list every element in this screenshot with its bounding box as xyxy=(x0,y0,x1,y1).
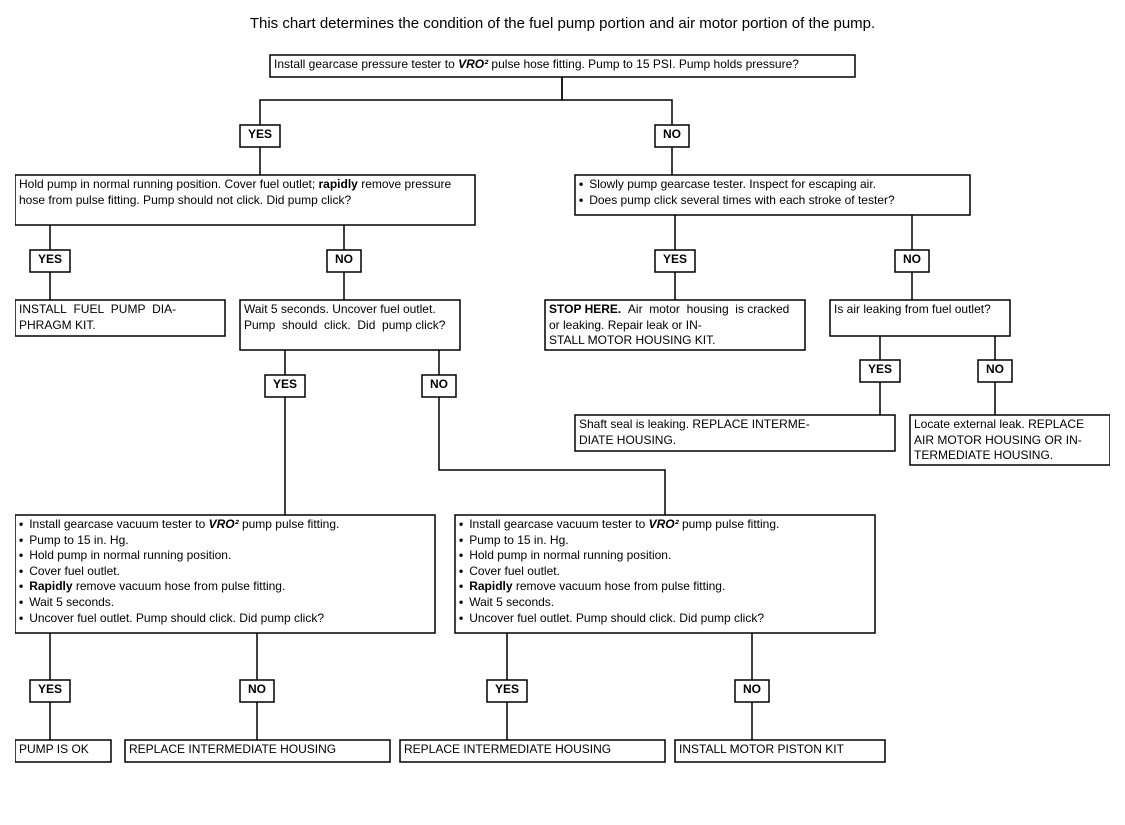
node-text-yn_B1_y: YES xyxy=(34,682,66,698)
node-text-F2: REPLACE INTERMEDIATE HOUSING xyxy=(129,742,386,758)
node-text-L2b: Wait 5 seconds. Uncover fuel outlet. Pum… xyxy=(244,302,456,333)
node-text-L2a: INSTALL FUEL PUMP DIA-PHRAGM KIT. xyxy=(19,302,221,333)
node-text-F1: PUMP IS OK xyxy=(19,742,107,758)
bullet-item: •Cover fuel outlet. xyxy=(459,564,871,580)
bullet-item: •Uncover fuel outlet. Pump should click.… xyxy=(19,611,431,627)
node-text-yn_R1_n: NO xyxy=(899,252,925,268)
bullet-item: •Wait 5 seconds. xyxy=(19,595,431,611)
node-text-F4: INSTALL MOTOR PISTON KIT xyxy=(679,742,881,758)
node-text-yn_B2_n: NO xyxy=(739,682,765,698)
bullet-item: •Wait 5 seconds. xyxy=(459,595,871,611)
flowchart-canvas: Install gearcase pressure tester to VRO²… xyxy=(15,50,1110,810)
node-text-yn_L2b_y: YES xyxy=(269,377,301,393)
node-text-R3b: Locate external leak. REPLACE AIR MOTOR … xyxy=(914,417,1106,464)
bullet-item: •Pump to 15 in. Hg. xyxy=(459,533,871,549)
bullet-item: •Hold pump in normal running position. xyxy=(459,548,871,564)
bullet-item: •Rapidly remove vacuum hose from pulse f… xyxy=(19,579,431,595)
bullet-item: •Hold pump in normal running position. xyxy=(19,548,431,564)
bullet-item: •Pump to 15 in. Hg. xyxy=(19,533,431,549)
node-text-yn_root_y: YES xyxy=(244,127,276,143)
node-text-B2: •Install gearcase vacuum tester to VRO² … xyxy=(459,517,871,626)
bullet-item: •Install gearcase vacuum tester to VRO² … xyxy=(459,517,871,533)
bullet-item: •Does pump click several times with each… xyxy=(579,193,966,209)
chart-title: This chart determines the condition of t… xyxy=(15,15,1110,32)
bullet-item: •Slowly pump gearcase tester. Inspect fo… xyxy=(579,177,966,193)
node-text-yn_B1_n: NO xyxy=(244,682,270,698)
node-text-yn_L2b_n: NO xyxy=(426,377,452,393)
node-text-R2a: STOP HERE. Air motor housing is cracked … xyxy=(549,302,801,349)
bullet-item: •Cover fuel outlet. xyxy=(19,564,431,580)
node-text-yn_L1_y: YES xyxy=(34,252,66,268)
bullet-item: •Uncover fuel outlet. Pump should click.… xyxy=(459,611,871,627)
node-text-yn_R2b_n: NO xyxy=(982,362,1008,378)
node-text-yn_R1_y: YES xyxy=(659,252,691,268)
node-text-F3: REPLACE INTERMEDIATE HOUSING xyxy=(404,742,661,758)
node-text-R1: •Slowly pump gearcase tester. Inspect fo… xyxy=(579,177,966,208)
node-text-yn_B2_y: YES xyxy=(491,682,523,698)
node-text-R2b: Is air leaking from fuel outlet? xyxy=(834,302,1006,318)
node-text-root: Install gearcase pressure tester to VRO²… xyxy=(274,57,851,73)
bullet-item: •Rapidly remove vacuum hose from pulse f… xyxy=(459,579,871,595)
node-text-yn_root_n: NO xyxy=(659,127,685,143)
node-text-yn_L1_n: NO xyxy=(331,252,357,268)
bullet-item: •Install gearcase vacuum tester to VRO² … xyxy=(19,517,431,533)
node-text-yn_R2b_y: YES xyxy=(864,362,896,378)
node-text-L1: Hold pump in normal running position. Co… xyxy=(19,177,471,208)
node-text-R3a: Shaft seal is leaking. REPLACE INTERME-D… xyxy=(579,417,891,448)
node-text-B1: •Install gearcase vacuum tester to VRO² … xyxy=(19,517,431,626)
